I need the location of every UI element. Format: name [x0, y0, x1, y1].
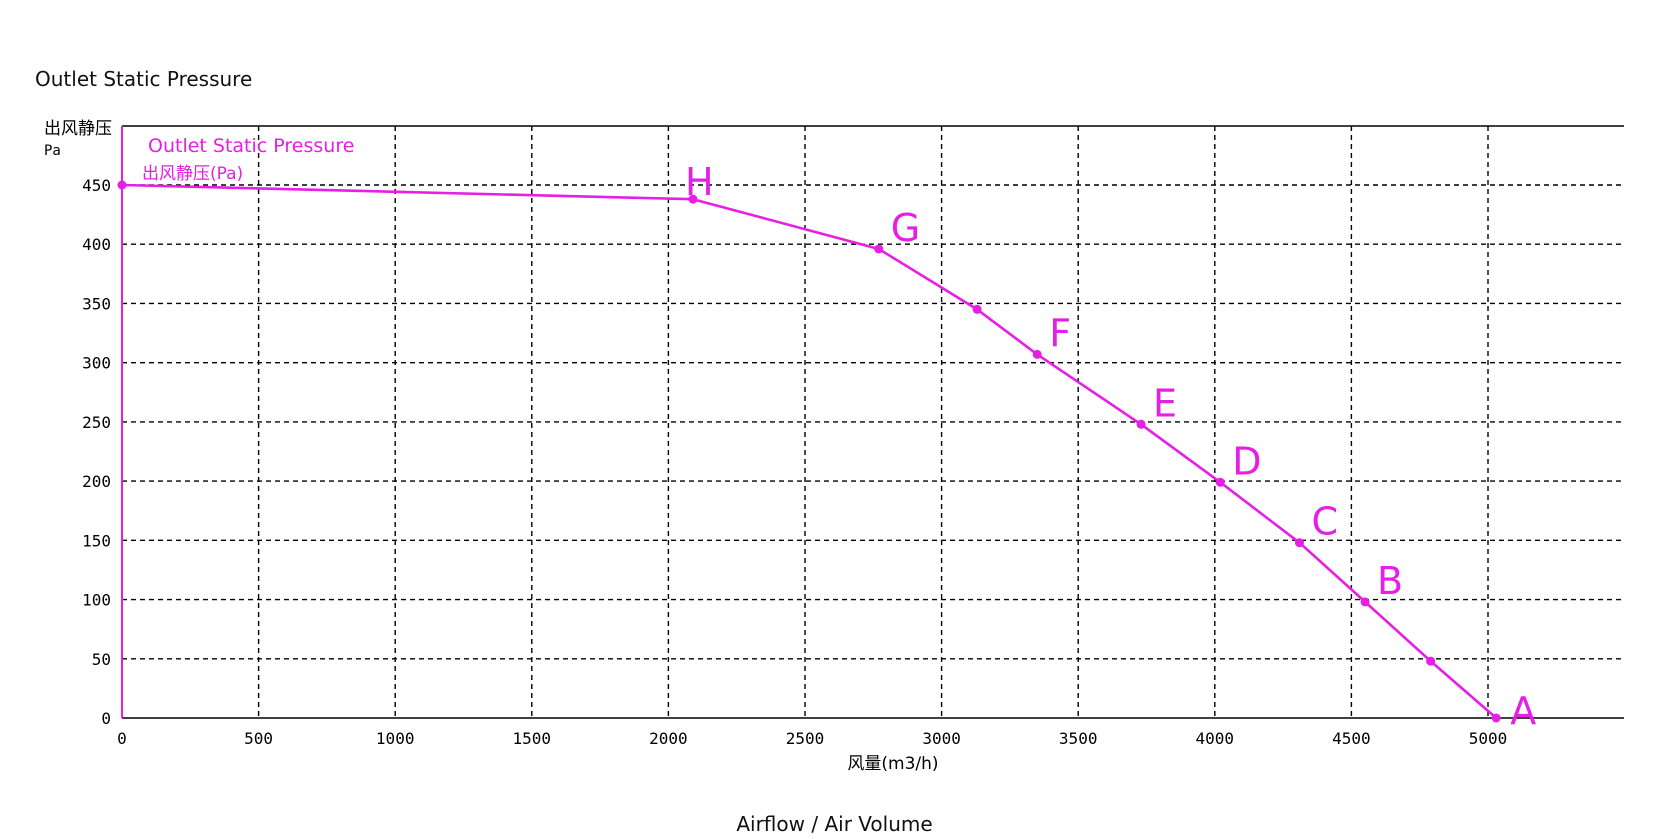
point-label-d: D: [1232, 439, 1261, 483]
x-tick-label: 5000: [1469, 729, 1508, 748]
y-tick-label: 250: [82, 413, 111, 432]
x-tick-label: 0: [117, 729, 127, 748]
legend-series-name: Outlet Static Pressure: [148, 135, 354, 157]
y-tick-label: 450: [82, 176, 111, 195]
grid: [122, 126, 1624, 718]
x-tick-label: 3500: [1059, 729, 1098, 748]
series: H G F E D CB A: [117, 160, 1536, 733]
page-title: Outlet Static Pressure: [35, 67, 253, 91]
data-point: [972, 304, 982, 314]
point-label-a: A: [1510, 689, 1536, 733]
x-tick-label: 3000: [922, 729, 961, 748]
data-point: [1136, 419, 1146, 429]
point-label-f: F: [1049, 311, 1071, 355]
point-label-g: G: [891, 206, 920, 250]
x-tick-label: 1000: [376, 729, 415, 748]
y-tick-label: 150: [82, 531, 111, 550]
x-tick-label: 4000: [1196, 729, 1235, 748]
data-point: [1491, 713, 1501, 723]
data-point: [1215, 477, 1225, 487]
data-point: [1360, 597, 1370, 607]
data-point: [1426, 656, 1436, 666]
data-point: [688, 194, 698, 204]
y-tick-label: 350: [82, 294, 111, 313]
y-axis-label: 出风静压: [44, 119, 112, 139]
x-axis-label: 风量(m3/h): [847, 754, 938, 774]
point-label-e: E: [1153, 381, 1177, 425]
y-tick-label: 100: [82, 591, 111, 610]
y-tick-label: 200: [82, 472, 111, 491]
point-label-b: B: [1377, 559, 1403, 603]
data-point: [1294, 538, 1304, 548]
x-tick-label: 1500: [513, 729, 552, 748]
y-tick-label: 50: [92, 650, 111, 669]
data-point: [117, 180, 127, 190]
x-tick-label: 2000: [649, 729, 688, 748]
data-point: [1032, 349, 1042, 359]
point-label-c: C: [1311, 500, 1338, 544]
y-tick-label: 400: [82, 235, 111, 254]
x-axis-title: Airflow / Air Volume: [736, 812, 933, 836]
y-tick-label: 0: [101, 709, 111, 728]
data-point: [874, 244, 884, 254]
x-tick-label: 4500: [1332, 729, 1371, 748]
series-line: [121, 183, 1498, 719]
x-tick-label: 500: [244, 729, 273, 748]
x-tick-label: 2500: [786, 729, 825, 748]
point-label-h: H: [685, 160, 714, 204]
y-axis-unit: Pa: [44, 143, 61, 159]
y-tick-label: 300: [82, 354, 111, 373]
legend-series-name-cn: 出风静压(Pa): [142, 164, 243, 184]
